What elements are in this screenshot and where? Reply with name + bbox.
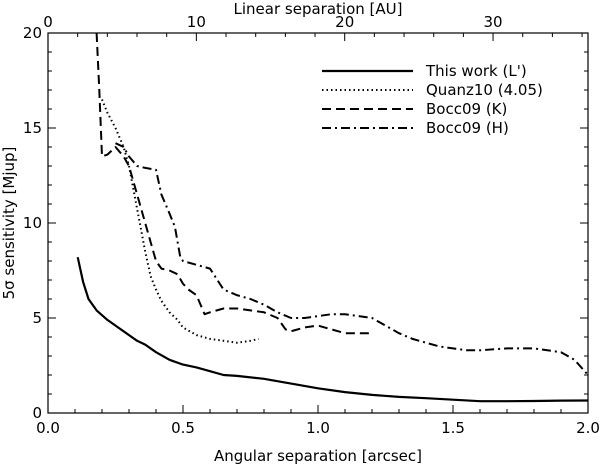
y-tick-label: 5	[32, 309, 42, 327]
tick-labels-layer: 0.0 0.5 1.0 1.5 2.0 0 10 20 30 0 5 10 15 20	[23, 13, 600, 437]
legend-label-bocc09-h: Bocc09 (H)	[426, 119, 509, 137]
x2-tick-label: 30	[484, 13, 503, 31]
x-axis-label: Angular separation [arcsec]	[214, 447, 422, 465]
series-bocc09-k	[95, 32, 372, 335]
series-layer	[76, 32, 589, 403]
x2-tick-label: 0	[43, 13, 53, 31]
x-tick-label: 1.5	[441, 419, 465, 437]
x2-tick-label: 20	[335, 13, 354, 31]
x-tick-label: 2.0	[576, 419, 600, 437]
series-this-work	[76, 256, 589, 403]
y-tick-label: 10	[23, 214, 42, 232]
x-tick-label: 0.5	[171, 419, 195, 437]
x-tick-label: 1.0	[306, 419, 330, 437]
legend-label-this-work: This work (L')	[425, 62, 527, 80]
series-bocc09-h	[115, 142, 589, 376]
legend: This work (L') Quanz10 (4.05) Bocc09 (K)…	[322, 62, 543, 137]
ticks-layer	[47, 32, 589, 414]
x2-axis-label: Linear separation [AU]	[234, 0, 403, 18]
y-axis-label: 5σ sensitivity [Mjup]	[0, 147, 18, 300]
y-tick-label: 0	[32, 404, 42, 422]
y-tick-label: 20	[23, 24, 42, 42]
legend-label-quanz10: Quanz10 (4.05)	[426, 81, 543, 99]
x-tick-label: 0.0	[36, 419, 60, 437]
x2-tick-label: 10	[187, 13, 206, 31]
series-quanz10	[101, 99, 259, 344]
legend-label-bocc09-k: Bocc09 (K)	[426, 100, 507, 118]
y-tick-label: 15	[23, 119, 42, 137]
